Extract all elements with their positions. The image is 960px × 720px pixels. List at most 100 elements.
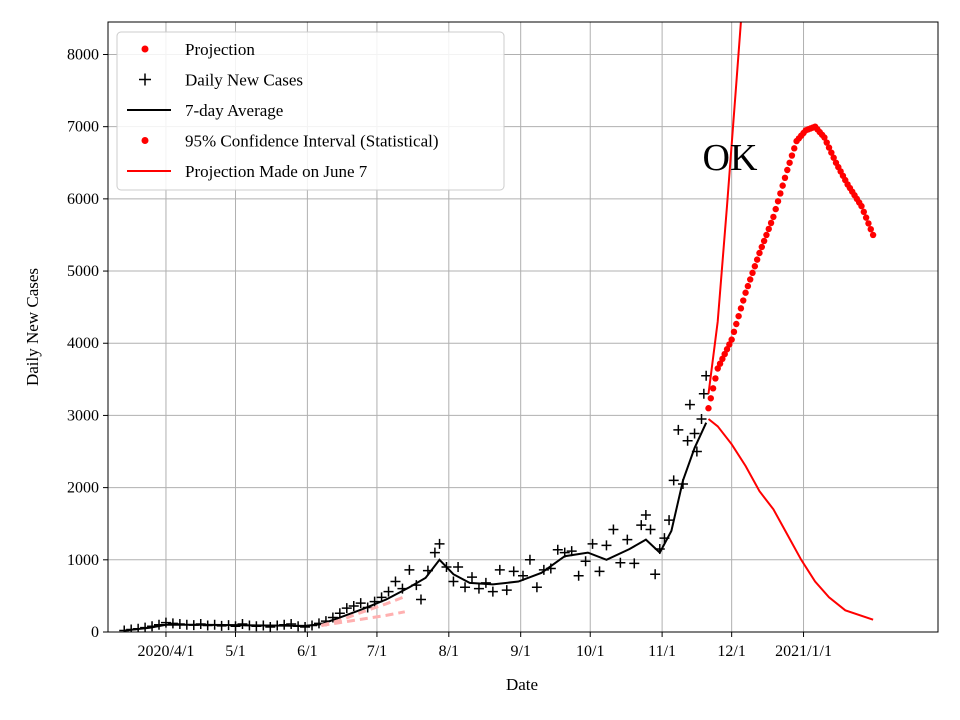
legend-label: Projection <box>185 40 255 59</box>
data-point-daily-new-cases <box>615 557 626 568</box>
data-point-projection <box>719 355 726 363</box>
data-point-projection <box>723 346 731 353</box>
series-line-projection-made-on-june-7 <box>707 418 874 621</box>
legend-label: 95% Confidence Interval (Statistical) <box>185 132 439 151</box>
data-point-projection <box>772 205 779 213</box>
data-point-projection <box>728 336 735 343</box>
data-point-projection <box>774 198 782 205</box>
data-point-daily-new-cases <box>531 582 542 593</box>
data-point-daily-new-cases <box>508 566 519 577</box>
data-point-daily-new-cases <box>415 594 426 605</box>
data-point-daily-new-cases <box>673 424 684 435</box>
data-point-projection <box>867 225 874 233</box>
x-tick-label: 8/1 <box>439 643 459 660</box>
data-point-projection <box>825 144 833 151</box>
series-line-projection-made-on-june-7 <box>707 22 742 394</box>
data-point-projection <box>821 134 828 141</box>
data-point-projection <box>823 139 830 146</box>
y-tick-label: 4000 <box>67 335 99 352</box>
data-point-projection <box>770 213 777 221</box>
data-point-daily-new-cases <box>524 554 535 565</box>
series-line-95-confidence-interval-statistical <box>321 610 406 627</box>
data-point-projection <box>765 225 772 233</box>
data-point-projection <box>791 145 798 152</box>
x-tick-label: 2020/4/1 <box>138 643 195 660</box>
data-point-projection <box>733 320 740 328</box>
data-point-projection <box>828 149 835 156</box>
y-tick-label: 7000 <box>67 119 99 136</box>
data-point-daily-new-cases <box>587 538 598 549</box>
data-point-daily-new-cases <box>601 540 612 551</box>
y-axis-label: Daily New Cases <box>23 268 42 386</box>
data-point-projection <box>786 159 793 166</box>
data-point-daily-new-cases <box>682 435 693 446</box>
data-point-daily-new-cases <box>622 534 633 545</box>
data-point-projection <box>737 305 745 312</box>
data-point-projection <box>777 190 784 197</box>
data-point-projection <box>779 182 786 189</box>
data-point-daily-new-cases <box>453 562 464 573</box>
data-point-daily-new-cases <box>501 585 512 596</box>
series-line-7-day-average <box>124 422 708 632</box>
data-point-daily-new-cases <box>390 576 401 587</box>
x-tick-label: 10/1 <box>576 643 604 660</box>
data-point-daily-new-cases <box>286 619 297 630</box>
data-point-projection <box>767 219 775 227</box>
data-point-daily-new-cases <box>494 564 505 575</box>
legend-marker-dot <box>141 137 149 144</box>
data-point-daily-new-cases <box>580 556 591 567</box>
data-point-daily-new-cases <box>696 414 707 425</box>
data-point-daily-new-cases <box>664 515 675 526</box>
data-point-projection <box>756 249 763 257</box>
y-tick-label: 8000 <box>67 46 99 63</box>
x-tick-label: 7/1 <box>367 643 387 660</box>
data-point-daily-new-cases <box>300 621 311 632</box>
data-point-daily-new-cases <box>608 524 619 535</box>
x-tick-label: 11/1 <box>648 643 676 660</box>
data-point-daily-new-cases <box>383 586 394 597</box>
data-point-daily-new-cases <box>434 538 445 549</box>
data-point-projection <box>742 289 749 296</box>
legend-marker-dot <box>141 45 149 53</box>
data-point-daily-new-cases <box>698 388 709 399</box>
data-point-daily-new-cases <box>460 582 471 593</box>
data-point-projection <box>730 328 738 336</box>
data-point-projection <box>753 256 761 263</box>
axes: 2020/4/1 5/1 6/1 7/1 8/1 9/1 10/1 11/1 12/1 2021/… <box>67 46 832 660</box>
data-point-daily-new-cases <box>573 570 584 581</box>
y-tick-label: 1000 <box>67 552 99 569</box>
x-tick-label: 9/1 <box>510 643 530 660</box>
data-point-daily-new-cases <box>668 475 679 486</box>
y-tick-label: 2000 <box>67 480 99 497</box>
plot-area <box>119 22 877 632</box>
legend-box <box>116 31 505 191</box>
annotation-ok: OK <box>703 137 758 179</box>
data-point-projection <box>860 208 868 216</box>
data-point-projection <box>760 237 768 245</box>
data-point-projection <box>763 231 770 239</box>
axes-frame <box>107 21 939 633</box>
data-point-projection <box>744 282 752 290</box>
data-point-projection <box>705 405 712 412</box>
data-point-daily-new-cases <box>684 399 695 410</box>
data-point-projection <box>714 365 721 372</box>
data-point-daily-new-cases <box>636 520 647 531</box>
data-point-daily-new-cases <box>645 524 656 535</box>
data-point-projection <box>784 166 791 174</box>
legend-label: Daily New Cases <box>185 71 303 90</box>
data-point-daily-new-cases <box>629 558 640 569</box>
data-point-daily-new-cases <box>404 564 415 575</box>
data-point-projection <box>709 385 717 392</box>
data-point-daily-new-cases <box>429 547 440 558</box>
y-tick-label: 0 <box>91 624 99 641</box>
data-point-daily-new-cases <box>230 621 241 632</box>
x-axis-label: Date <box>506 675 538 694</box>
data-point-daily-new-cases <box>701 370 712 381</box>
data-point-daily-new-cases <box>487 586 498 597</box>
data-point-projection <box>858 202 865 210</box>
data-point-projection <box>781 174 789 182</box>
series-line-95-confidence-interval-statistical <box>320 595 406 627</box>
data-point-daily-new-cases <box>348 601 359 612</box>
data-point-daily-new-cases <box>466 572 477 583</box>
